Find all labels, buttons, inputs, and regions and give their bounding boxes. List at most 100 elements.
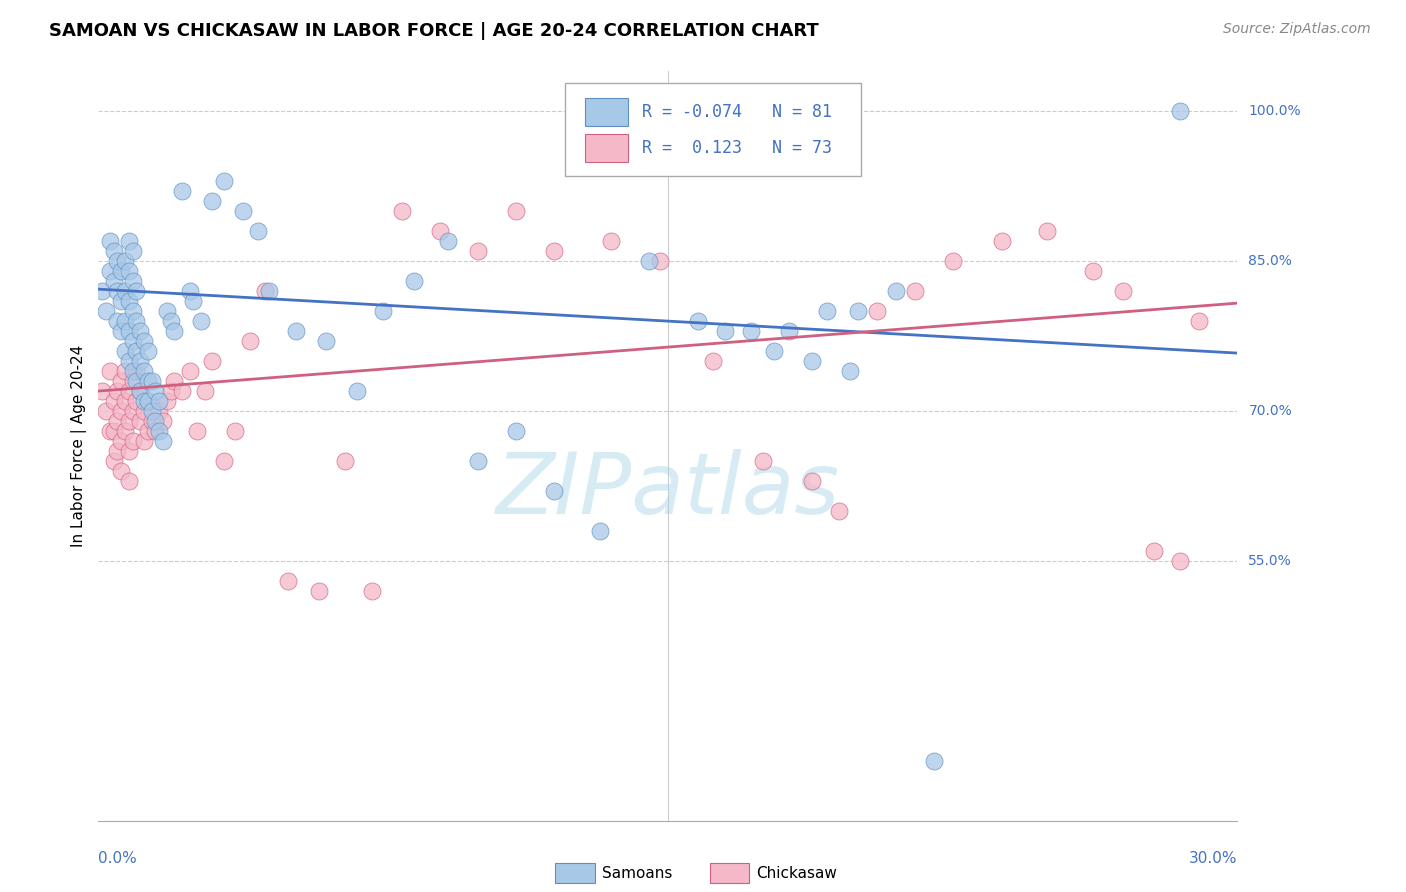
Point <box>103 454 125 468</box>
Point <box>778 324 800 338</box>
Point <box>148 404 170 418</box>
Point <box>702 354 724 368</box>
Point <box>132 394 155 409</box>
Point <box>98 364 121 378</box>
Point <box>129 384 152 398</box>
Point <box>1170 104 1192 119</box>
Point <box>103 394 125 409</box>
Point <box>308 583 330 598</box>
Point <box>752 454 775 468</box>
Point <box>121 374 143 388</box>
Point <box>107 384 129 398</box>
Text: 30.0%: 30.0% <box>1189 851 1237 865</box>
Point <box>688 314 710 328</box>
Point <box>110 464 132 478</box>
Text: 0.0%: 0.0% <box>98 851 138 865</box>
Point <box>1143 544 1166 558</box>
Point <box>107 444 129 458</box>
Point <box>467 454 489 468</box>
FancyBboxPatch shape <box>565 83 862 177</box>
Point <box>801 354 824 368</box>
Point <box>129 384 152 398</box>
Point <box>145 384 167 398</box>
Point <box>121 304 143 318</box>
Point <box>1081 264 1104 278</box>
Point <box>110 404 132 418</box>
Point <box>942 254 965 268</box>
Point <box>132 434 155 448</box>
Point <box>467 244 489 259</box>
Point <box>136 344 159 359</box>
Point <box>125 314 148 328</box>
Point <box>145 424 167 438</box>
Point <box>159 384 181 398</box>
Point <box>110 294 132 309</box>
Point <box>183 294 205 309</box>
Point <box>246 224 269 238</box>
Point <box>98 424 121 438</box>
Point <box>118 414 141 428</box>
Point <box>1036 224 1059 238</box>
Point <box>125 364 148 378</box>
Point <box>201 194 224 209</box>
Point <box>98 234 121 248</box>
Point <box>110 324 132 338</box>
Point <box>828 504 851 518</box>
Point <box>125 374 148 388</box>
Point <box>107 284 129 298</box>
Point <box>391 204 413 219</box>
Point <box>141 374 163 388</box>
Point <box>148 394 170 409</box>
Text: Source: ZipAtlas.com: Source: ZipAtlas.com <box>1223 22 1371 37</box>
Bar <box>585 134 628 162</box>
Point <box>170 384 193 398</box>
Point <box>801 474 824 488</box>
Point <box>91 384 114 398</box>
Point <box>125 394 148 409</box>
Point <box>159 314 181 328</box>
Point <box>136 394 159 409</box>
Point <box>125 344 148 359</box>
Point <box>118 354 141 368</box>
Point <box>588 524 610 538</box>
Point <box>118 444 141 458</box>
Point <box>141 414 163 428</box>
Text: R =  0.123   N = 73: R = 0.123 N = 73 <box>641 139 832 157</box>
Point <box>505 204 527 219</box>
Point <box>360 583 382 598</box>
Point <box>121 404 143 418</box>
Point <box>132 364 155 378</box>
Point <box>121 274 143 288</box>
Point <box>129 354 152 368</box>
Point <box>429 224 451 238</box>
Text: Samoans: Samoans <box>602 866 672 880</box>
Point <box>179 364 201 378</box>
Point <box>505 424 527 438</box>
Point <box>136 424 159 438</box>
Point <box>98 264 121 278</box>
Point <box>136 374 159 388</box>
Point <box>148 424 170 438</box>
Point <box>904 284 927 298</box>
Point <box>136 394 159 409</box>
Text: SAMOAN VS CHICKASAW IN LABOR FORCE | AGE 20-24 CORRELATION CHART: SAMOAN VS CHICKASAW IN LABOR FORCE | AGE… <box>49 22 818 40</box>
Point <box>121 434 143 448</box>
Point <box>714 324 737 338</box>
Point <box>118 384 141 398</box>
Point <box>277 574 299 588</box>
Point <box>94 304 117 318</box>
Point <box>232 204 254 219</box>
Point <box>156 394 179 409</box>
Point <box>212 454 235 468</box>
Point <box>118 294 141 309</box>
Text: R = -0.074   N = 81: R = -0.074 N = 81 <box>641 103 832 120</box>
Point <box>186 424 208 438</box>
Bar <box>585 97 628 126</box>
Point <box>163 374 186 388</box>
Point <box>129 414 152 428</box>
Point <box>846 304 869 318</box>
Point <box>543 483 565 498</box>
Point <box>107 314 129 328</box>
Point <box>436 234 458 248</box>
Point <box>129 324 152 338</box>
